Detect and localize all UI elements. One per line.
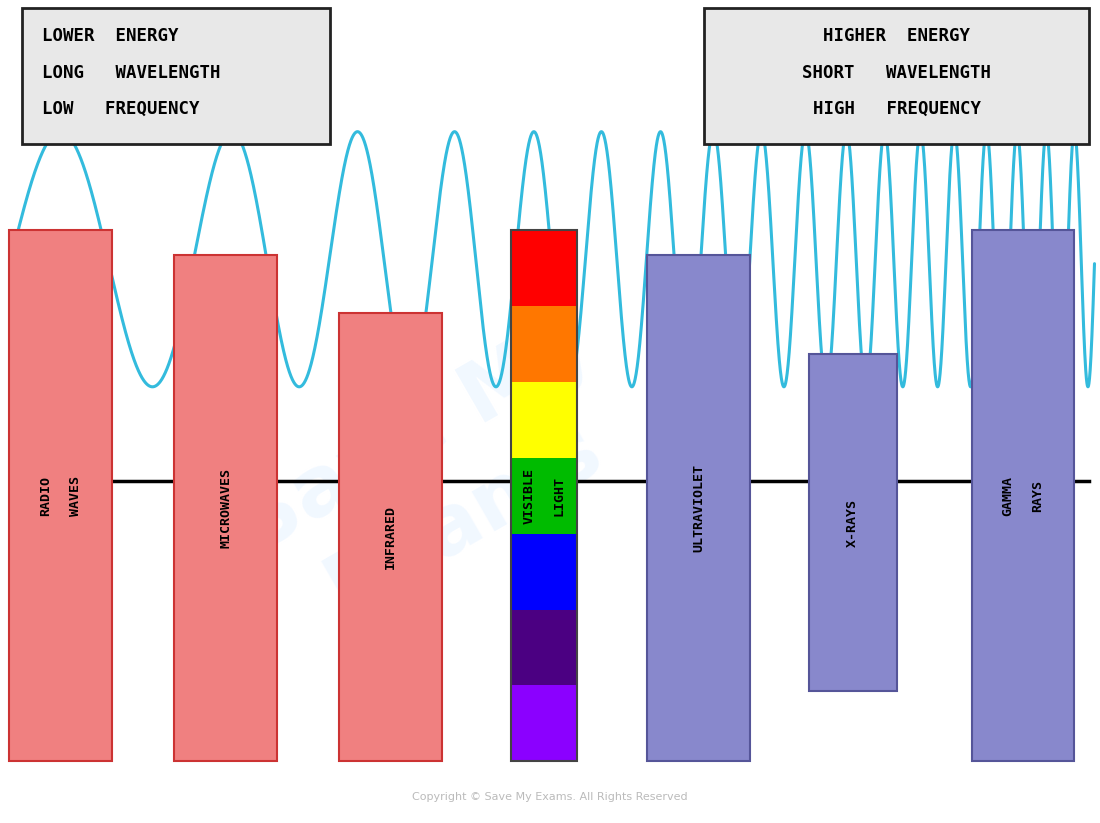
Text: GAMMA
 
RAYS: GAMMA RAYS bbox=[1001, 476, 1045, 516]
Bar bbox=[808, 354, 896, 691]
Text: MICROWAVES: MICROWAVES bbox=[219, 468, 232, 548]
FancyBboxPatch shape bbox=[22, 8, 330, 144]
Bar bbox=[512, 230, 578, 306]
Text: HIGH   FREQUENCY: HIGH FREQUENCY bbox=[813, 100, 980, 118]
Bar bbox=[512, 686, 578, 761]
Text: LOWER  ENERGY: LOWER ENERGY bbox=[42, 27, 178, 45]
Bar bbox=[972, 230, 1074, 761]
Text: INFRARED: INFRARED bbox=[384, 505, 397, 569]
Text: LOW   FREQUENCY: LOW FREQUENCY bbox=[42, 100, 199, 118]
Text: X-RAYS: X-RAYS bbox=[846, 499, 859, 546]
Text: Save My
Exams: Save My Exams bbox=[226, 303, 654, 652]
Bar bbox=[512, 230, 578, 761]
Text: HIGHER  ENERGY: HIGHER ENERGY bbox=[823, 27, 970, 45]
FancyBboxPatch shape bbox=[704, 8, 1089, 144]
Text: VISIBLE
 
LIGHT: VISIBLE LIGHT bbox=[522, 467, 566, 524]
Bar bbox=[9, 230, 112, 761]
Bar bbox=[512, 382, 578, 458]
Text: LONG   WAVELENGTH: LONG WAVELENGTH bbox=[42, 63, 220, 81]
Text: ULTRAVIOLET: ULTRAVIOLET bbox=[692, 464, 705, 552]
Bar bbox=[512, 534, 578, 610]
Bar bbox=[512, 306, 578, 382]
Bar bbox=[512, 458, 578, 534]
Bar bbox=[339, 313, 441, 761]
Text: RADIO
 
WAVES: RADIO WAVES bbox=[39, 476, 82, 516]
Text: Copyright © Save My Exams. All Rights Reserved: Copyright © Save My Exams. All Rights Re… bbox=[412, 793, 688, 802]
Text: SHORT   WAVELENGTH: SHORT WAVELENGTH bbox=[802, 63, 991, 81]
Bar bbox=[174, 255, 276, 761]
Bar bbox=[512, 610, 578, 686]
Bar bbox=[647, 255, 750, 761]
